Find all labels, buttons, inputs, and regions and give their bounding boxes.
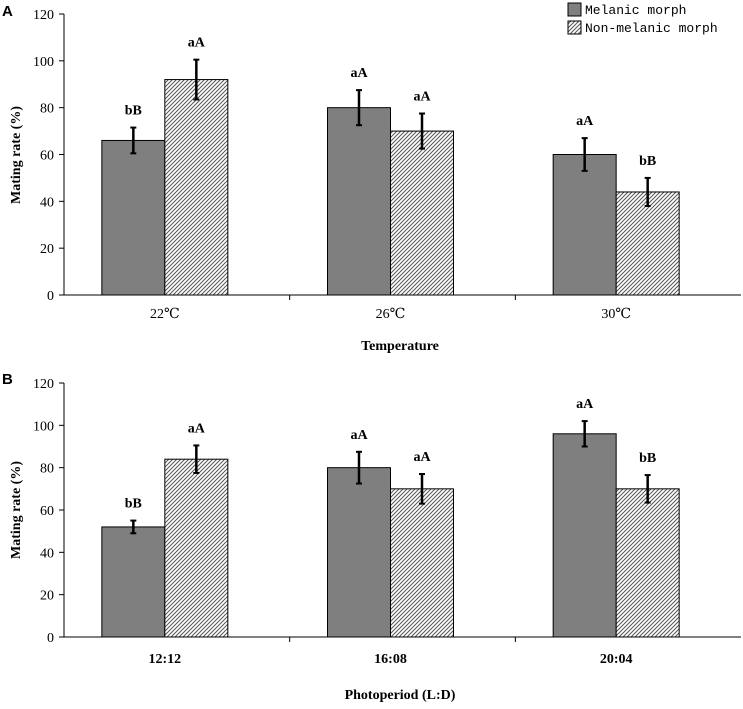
bar-melanic [327, 467, 391, 638]
x-tick-label: 16:08 [374, 652, 407, 667]
chart-panel-b: B Mating rate (%) Photoperiod (L:D) 0 20 4… [2, 371, 741, 703]
x-tick-label: 26℃ [376, 307, 406, 322]
bar-non-melanic [390, 488, 454, 638]
y-tick-label: 60 [40, 149, 54, 164]
significance-label: aA [413, 450, 431, 465]
bar-non-melanic [615, 488, 680, 638]
y-tick-label: 100 [33, 419, 54, 434]
significance-label: aA [188, 421, 206, 436]
y-tick-label: 60 [40, 504, 54, 519]
y-tick-label: 120 [33, 8, 54, 23]
y-tick-label: 20 [40, 589, 54, 604]
y-tick-label: 20 [40, 242, 54, 257]
bar-melanic [101, 139, 166, 296]
bar-non-melanic [615, 191, 680, 296]
significance-label: aA [576, 397, 594, 412]
y-tick-label: 40 [40, 195, 54, 210]
panel-label-b: B [2, 371, 13, 388]
y-tick-label: 100 [33, 55, 54, 70]
significance-label: aA [576, 114, 594, 129]
y-axis-title-a: Mating rate (%) [9, 106, 24, 204]
y-tick-label: 40 [40, 546, 54, 561]
bar-melanic [101, 526, 166, 638]
y-tick-label: 0 [47, 631, 54, 646]
significance-label: bB [125, 497, 142, 512]
significance-label: aA [350, 66, 368, 81]
x-tick-label: 22℃ [150, 307, 180, 322]
x-axis-title-b: Photoperiod (L:D) [345, 688, 456, 703]
x-tick-label: 12:12 [148, 652, 181, 667]
significance-label: bB [639, 154, 656, 169]
bar-melanic [552, 433, 617, 638]
y-axis-title-b: Mating rate (%) [9, 461, 24, 559]
legend-label-melanic: Melanic morph [585, 3, 686, 18]
legend-label-non-melanic: Non-melanic morph [585, 21, 718, 36]
significance-label: aA [188, 36, 206, 51]
x-axis-title-a: Temperature [361, 339, 439, 354]
bar-non-melanic [390, 130, 454, 296]
bar-melanic [552, 154, 617, 296]
y-tick-label: 120 [33, 377, 54, 392]
significance-label: aA [350, 428, 368, 443]
chart-panel-a: A Mating rate (%) Temperature 0 20 40 60 80 1… [2, 2, 741, 354]
y-tick-label: 80 [40, 462, 54, 477]
legend: Melanic morph Non-melanic morph [567, 2, 718, 36]
x-tick-label: 30℃ [601, 307, 631, 322]
panel-label-a: A [2, 3, 13, 20]
significance-label: bB [639, 451, 656, 466]
bar-non-melanic [164, 79, 229, 296]
x-tick-label: 20:04 [600, 652, 633, 667]
bar-non-melanic [164, 458, 229, 638]
legend-swatch-non-melanic [567, 20, 582, 35]
y-tick-label: 80 [40, 102, 54, 117]
significance-label: bB [125, 104, 142, 119]
y-tick-label: 0 [47, 289, 54, 304]
legend-swatch-melanic [567, 2, 582, 17]
significance-label: aA [413, 90, 431, 105]
bar-melanic [327, 107, 391, 296]
